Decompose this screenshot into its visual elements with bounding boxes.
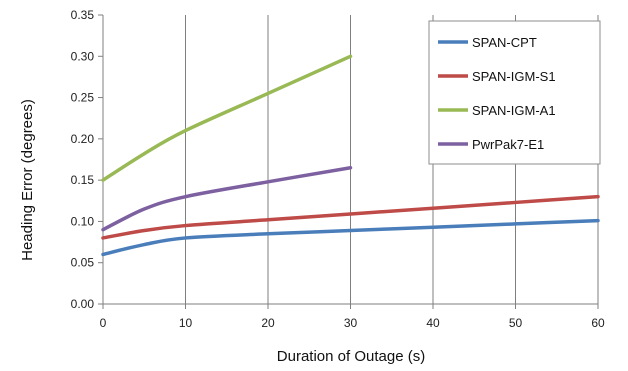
x-tick-label: 20 — [261, 316, 275, 330]
series-line-pwrpak7-e1 — [101, 166, 353, 232]
tick-labels: 0 10 20 30 40 50 60 0.00 0.05 0.10 0.15 0.20 0.25 0.3… — [71, 8, 605, 330]
y-tick-label: 0.35 — [71, 8, 95, 22]
series-line-span-cpt — [101, 218, 600, 257]
legend-label-span-igm-s1: SPAN-IGM-S1 — [472, 69, 556, 84]
y-tick-label: 0.20 — [71, 132, 95, 146]
legend-label-span-igm-a1: SPAN-IGM-A1 — [472, 103, 556, 118]
legend: SPAN-CPT SPAN-IGM-S1 SPAN-IGM-A1 PwrPak7-E1 — [428, 20, 601, 165]
y-tick-label: 0.10 — [71, 214, 95, 228]
x-axis-title: Duration of Outage (s) — [277, 348, 425, 365]
x-tick-label: 10 — [179, 316, 193, 330]
x-tick-label: 50 — [509, 316, 523, 330]
legend-box — [428, 20, 601, 165]
legend-label-pwrpak7-e1: PwrPak7-E1 — [472, 137, 544, 152]
x-tick-label: 0 — [100, 316, 107, 330]
y-tick-label: 0.25 — [71, 91, 95, 105]
y-axis-title: Heading Error (degrees) — [19, 99, 36, 261]
y-tick-label: 0.05 — [71, 256, 95, 270]
series-lines — [101, 54, 600, 257]
x-tick-label: 30 — [344, 316, 358, 330]
y-tick-label: 0.00 — [71, 297, 95, 311]
x-tick-label: 40 — [426, 316, 440, 330]
x-tick-label: 60 — [591, 316, 605, 330]
series-line-span-igm-a1 — [101, 54, 353, 182]
legend-label-span-cpt: SPAN-CPT — [472, 35, 537, 50]
y-tick-label: 0.30 — [71, 49, 95, 63]
series-line-span-igm-s1 — [101, 194, 600, 240]
y-tick-label: 0.15 — [71, 173, 95, 187]
axes — [98, 14, 599, 309]
